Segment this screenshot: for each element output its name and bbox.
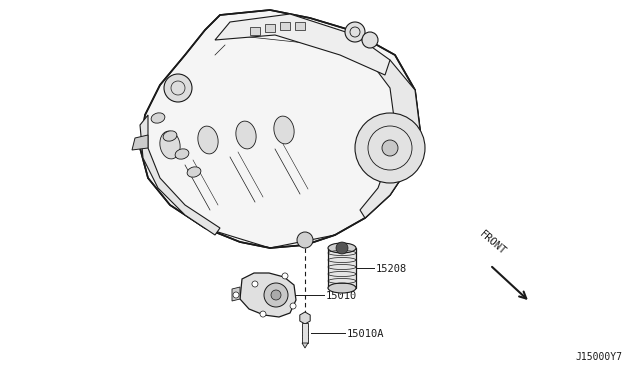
Circle shape bbox=[260, 311, 266, 317]
Ellipse shape bbox=[198, 126, 218, 154]
Ellipse shape bbox=[160, 131, 180, 159]
Bar bbox=[302, 323, 308, 343]
Ellipse shape bbox=[163, 131, 177, 141]
Bar bbox=[250, 27, 260, 35]
Ellipse shape bbox=[187, 167, 201, 177]
Text: FRONT: FRONT bbox=[478, 229, 508, 257]
Circle shape bbox=[233, 292, 239, 298]
Polygon shape bbox=[232, 287, 240, 301]
Ellipse shape bbox=[175, 149, 189, 159]
Polygon shape bbox=[302, 343, 308, 348]
Polygon shape bbox=[360, 60, 420, 218]
Polygon shape bbox=[240, 273, 296, 317]
Circle shape bbox=[290, 303, 296, 309]
Bar bbox=[295, 22, 305, 30]
Circle shape bbox=[297, 232, 313, 248]
Text: 15208: 15208 bbox=[376, 264, 407, 274]
Text: J15000Y7: J15000Y7 bbox=[575, 352, 622, 362]
Text: 15010A: 15010A bbox=[347, 329, 385, 339]
Ellipse shape bbox=[328, 243, 356, 253]
Circle shape bbox=[345, 22, 365, 42]
Ellipse shape bbox=[151, 113, 165, 123]
Polygon shape bbox=[300, 312, 310, 324]
Circle shape bbox=[382, 140, 398, 156]
Circle shape bbox=[282, 273, 288, 279]
Circle shape bbox=[336, 242, 348, 254]
Bar bbox=[265, 24, 275, 32]
Circle shape bbox=[271, 290, 281, 300]
Circle shape bbox=[362, 32, 378, 48]
Circle shape bbox=[164, 74, 192, 102]
Polygon shape bbox=[132, 135, 148, 150]
Ellipse shape bbox=[274, 116, 294, 144]
Circle shape bbox=[264, 283, 288, 307]
Bar bbox=[280, 22, 290, 30]
Ellipse shape bbox=[328, 283, 356, 293]
Circle shape bbox=[355, 113, 425, 183]
Polygon shape bbox=[140, 10, 420, 248]
Bar bbox=[328, 248, 356, 288]
Polygon shape bbox=[140, 115, 220, 235]
Polygon shape bbox=[215, 14, 390, 75]
Circle shape bbox=[252, 281, 258, 287]
Ellipse shape bbox=[236, 121, 256, 149]
Text: 15010: 15010 bbox=[326, 291, 357, 301]
